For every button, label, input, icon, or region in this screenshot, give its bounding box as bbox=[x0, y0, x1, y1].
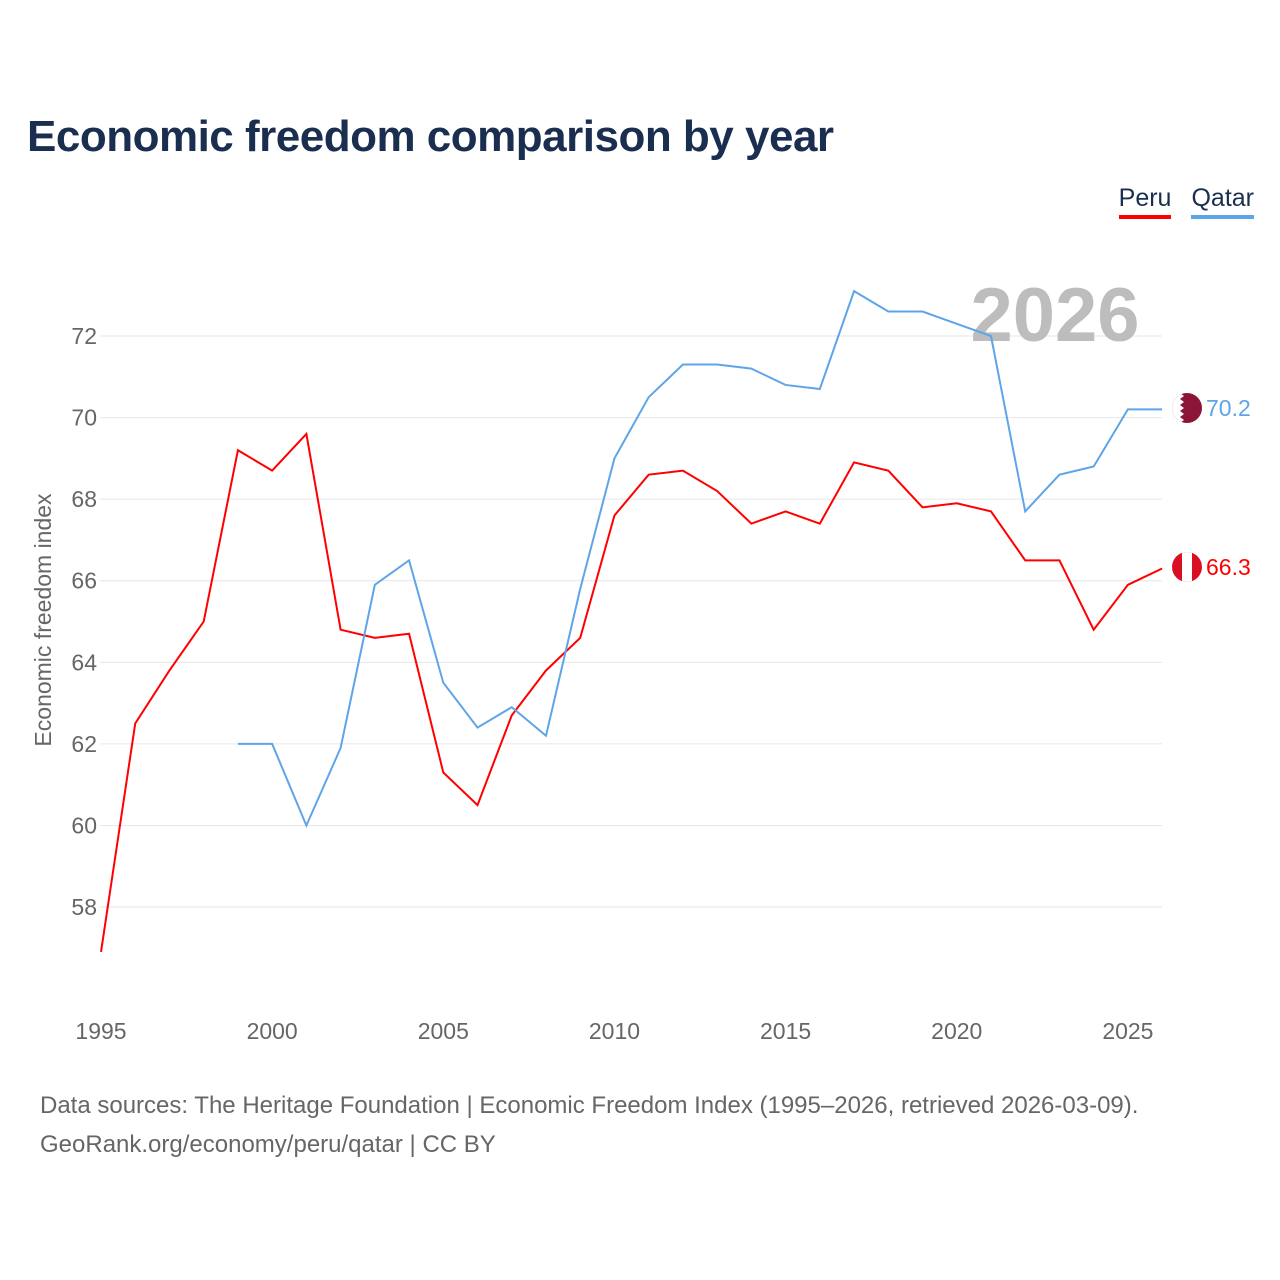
x-tick-label: 1995 bbox=[75, 1018, 126, 1044]
series-line-peru bbox=[100, 431, 1163, 953]
y-tick-label: 66 bbox=[71, 568, 97, 594]
y-tick-label: 68 bbox=[71, 486, 97, 512]
y-tick-label: 60 bbox=[71, 812, 97, 838]
x-tick-label: 2010 bbox=[589, 1018, 640, 1044]
peru-end-label: 66.3 bbox=[1206, 554, 1251, 580]
footer: Data sources: The Heritage Foundation | … bbox=[40, 1086, 1138, 1164]
y-tick-label: 62 bbox=[71, 731, 97, 757]
y-tick-label: 70 bbox=[71, 405, 97, 431]
peru-flag-icon bbox=[1172, 552, 1202, 582]
legend-item-peru[interactable]: Peru bbox=[1118, 184, 1172, 219]
x-tick-label: 2015 bbox=[760, 1018, 811, 1044]
legend-item-qatar[interactable]: Qatar bbox=[1191, 184, 1254, 219]
x-tick-label: 2020 bbox=[931, 1018, 982, 1044]
y-tick-label: 58 bbox=[71, 894, 97, 920]
year-watermark: 2026 bbox=[970, 273, 1139, 358]
x-tick-label: 2005 bbox=[418, 1018, 469, 1044]
chart-title: Economic freedom comparison by year bbox=[27, 112, 834, 161]
data-sources: Data sources: The Heritage Foundation | … bbox=[40, 1092, 1139, 1119]
y-axis-label: Economic freedom index bbox=[30, 493, 56, 747]
attribution-link[interactable]: GeoRank.org/economy/peru/qatar | CC BY bbox=[40, 1131, 496, 1158]
legend: Peru Qatar bbox=[1118, 184, 1254, 219]
x-tick-label: 2025 bbox=[1102, 1018, 1153, 1044]
series-line-qatar bbox=[237, 289, 1163, 829]
qatar-flag-icon bbox=[1172, 393, 1202, 423]
y-tick-label: 64 bbox=[71, 649, 97, 675]
y-tick-label: 72 bbox=[71, 323, 97, 349]
qatar-end-label: 70.2 bbox=[1206, 395, 1251, 421]
x-tick-label: 2000 bbox=[247, 1018, 298, 1044]
